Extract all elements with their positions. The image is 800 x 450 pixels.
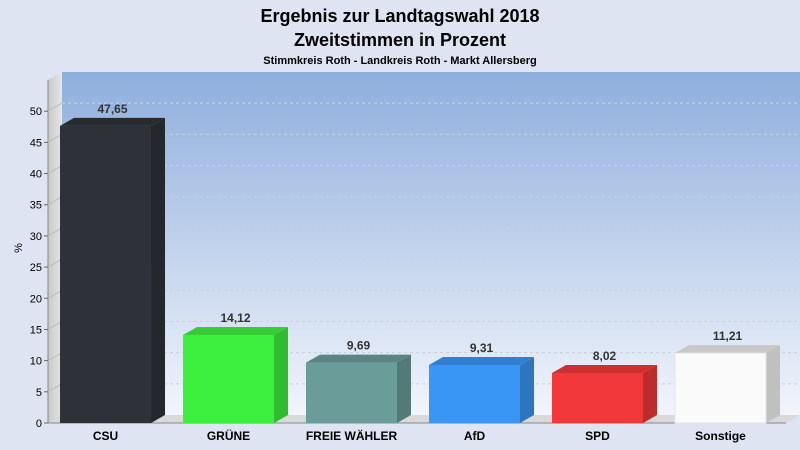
data-label: 9,31 [470, 341, 494, 355]
grid-line-side [47, 196, 63, 206]
data-label: 47,65 [97, 102, 127, 116]
data-label: 14,12 [220, 311, 250, 325]
data-label: 11,21 [713, 329, 743, 343]
x-tick-label: CSU [93, 429, 118, 443]
bar-top [551, 364, 658, 373]
y-tick-label: 50 [30, 106, 42, 118]
grid-line-side [47, 321, 63, 330]
y-tick-label: 30 [30, 231, 42, 243]
data-label: 8,02 [593, 349, 617, 363]
x-tick-label: GRÜNE [207, 428, 250, 443]
bar-side [520, 356, 535, 423]
grid-line-side [47, 352, 63, 362]
chart-title: Ergebnis zur Landtagswahl 2018 [260, 6, 539, 26]
bar-sonstige [674, 352, 767, 424]
grid-line-side [47, 383, 63, 393]
y-tick-labels: 0 5 10 15 20 25 30 35 40 45 50 [30, 106, 48, 430]
bar-grüne [182, 334, 275, 423]
y-tick-label: 10 [30, 356, 42, 368]
plot-left-wall [48, 72, 62, 423]
x-tick-label: FREIE WÄHLER [306, 428, 398, 443]
bar-top [674, 345, 781, 354]
bar-spd [551, 372, 644, 423]
grid-line-side [47, 289, 63, 299]
bar-top [182, 326, 289, 335]
y-tick-label: 35 [30, 200, 42, 212]
bar-side [397, 354, 412, 423]
bar-side [766, 345, 781, 423]
grid-line-side [47, 102, 63, 112]
grid-line-side [47, 258, 63, 268]
x-tick-label: AfD [464, 429, 486, 443]
y-tick-label: 25 [30, 262, 42, 274]
grid-line-side [47, 227, 63, 237]
bar-afd [428, 364, 521, 423]
grid-line-side [47, 133, 63, 143]
x-tick-label: Sonstige [695, 429, 746, 443]
x-tick-label: SPD [585, 429, 610, 443]
chart-subsubtitle: Stimmkreis Roth - Landkreis Roth - Markt… [263, 55, 536, 67]
y-tick-label: 0 [36, 418, 42, 430]
grid-line-side [47, 165, 63, 174]
bar-top [305, 354, 412, 363]
bar-top [59, 117, 166, 126]
grid-lines [47, 102, 800, 393]
bars [59, 117, 781, 424]
data-label: 9,69 [347, 339, 371, 353]
y-tick-label: 20 [30, 293, 42, 305]
y-axis-label: % [13, 243, 25, 253]
y-tick-label: 40 [30, 169, 42, 181]
bar-top [428, 356, 535, 365]
bar-freie-wähler [305, 362, 398, 423]
y-tick-label: 15 [30, 324, 42, 336]
bar-side [151, 117, 166, 423]
y-tick-label: 5 [36, 387, 42, 399]
chart-subtitle: Zweitstimmen in Prozent [294, 30, 506, 50]
labels: 47,65 CSU 14,12 GRÜNE 9,69 FREIE WÄHLER 9,31 Af… [93, 102, 746, 443]
bar-side [274, 326, 289, 423]
bar-side [643, 364, 658, 423]
bar-csu [59, 125, 152, 423]
y-tick-label: 45 [30, 137, 42, 149]
